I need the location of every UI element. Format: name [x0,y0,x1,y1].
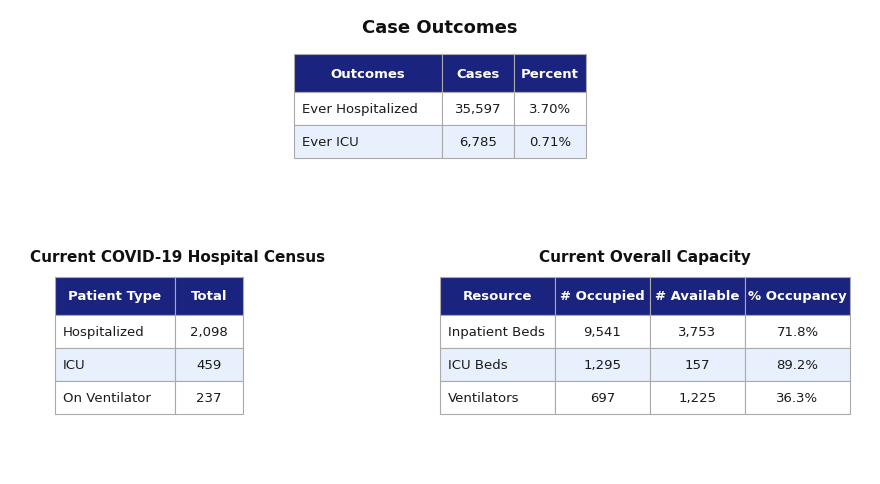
Text: 89.2%: 89.2% [776,358,818,371]
Text: Resource: Resource [463,290,532,303]
Bar [650,277,745,316]
Bar [650,348,745,381]
Text: 237: 237 [196,391,222,404]
Text: Case Outcomes: Case Outcomes [363,19,517,37]
Bar [555,316,650,348]
Text: 35,597: 35,597 [455,103,502,116]
Bar [294,55,442,93]
Bar [440,381,555,414]
Text: 459: 459 [196,358,222,371]
Text: # Available: # Available [656,290,740,303]
Bar [514,55,586,93]
Bar [55,277,175,316]
Text: Ever ICU: Ever ICU [302,136,359,149]
Text: Ever Hospitalized: Ever Hospitalized [302,103,418,116]
Text: % Occupancy: % Occupancy [748,290,847,303]
Text: 3.70%: 3.70% [529,103,571,116]
Bar [440,316,555,348]
Text: Percent: Percent [521,67,579,80]
Text: Outcomes: Outcomes [331,67,406,80]
Text: On Ventilator: On Ventilator [63,391,150,404]
Text: # Occupied: # Occupied [561,290,645,303]
Bar [175,348,243,381]
Bar [442,126,514,159]
Bar [440,277,555,316]
Text: 0.71%: 0.71% [529,136,571,149]
Bar [442,93,514,126]
Text: 9,541: 9,541 [583,325,621,338]
Bar [294,126,442,159]
Bar [294,93,442,126]
Bar [650,316,745,348]
Bar [745,381,850,414]
Text: 2,098: 2,098 [190,325,228,338]
Bar [745,316,850,348]
Text: Hospitalized: Hospitalized [63,325,144,338]
Bar [55,348,175,381]
Bar [175,277,243,316]
Bar [555,348,650,381]
Bar [55,381,175,414]
Bar [745,277,850,316]
Text: 36.3%: 36.3% [776,391,818,404]
Text: 157: 157 [685,358,710,371]
Bar [555,381,650,414]
Text: Ventilators: Ventilators [448,391,519,404]
Text: 3,753: 3,753 [678,325,716,338]
Text: ICU Beds: ICU Beds [448,358,508,371]
Text: Inpatient Beds: Inpatient Beds [448,325,545,338]
Text: 71.8%: 71.8% [776,325,818,338]
Text: Total: Total [191,290,227,303]
Bar [442,55,514,93]
Bar [440,348,555,381]
Bar [650,381,745,414]
Text: 6,785: 6,785 [459,136,497,149]
Text: Cases: Cases [457,67,500,80]
Text: Current COVID-19 Hospital Census: Current COVID-19 Hospital Census [30,250,325,265]
Bar [55,316,175,348]
Text: 697: 697 [590,391,615,404]
Bar [555,277,650,316]
Bar [514,93,586,126]
Bar [745,348,850,381]
Bar [175,381,243,414]
Text: 1,225: 1,225 [678,391,716,404]
Bar [175,316,243,348]
Bar [514,126,586,159]
Text: Patient Type: Patient Type [69,290,162,303]
Text: 1,295: 1,295 [583,358,621,371]
Text: Current Overall Capacity: Current Overall Capacity [539,250,751,265]
Text: ICU: ICU [63,358,85,371]
